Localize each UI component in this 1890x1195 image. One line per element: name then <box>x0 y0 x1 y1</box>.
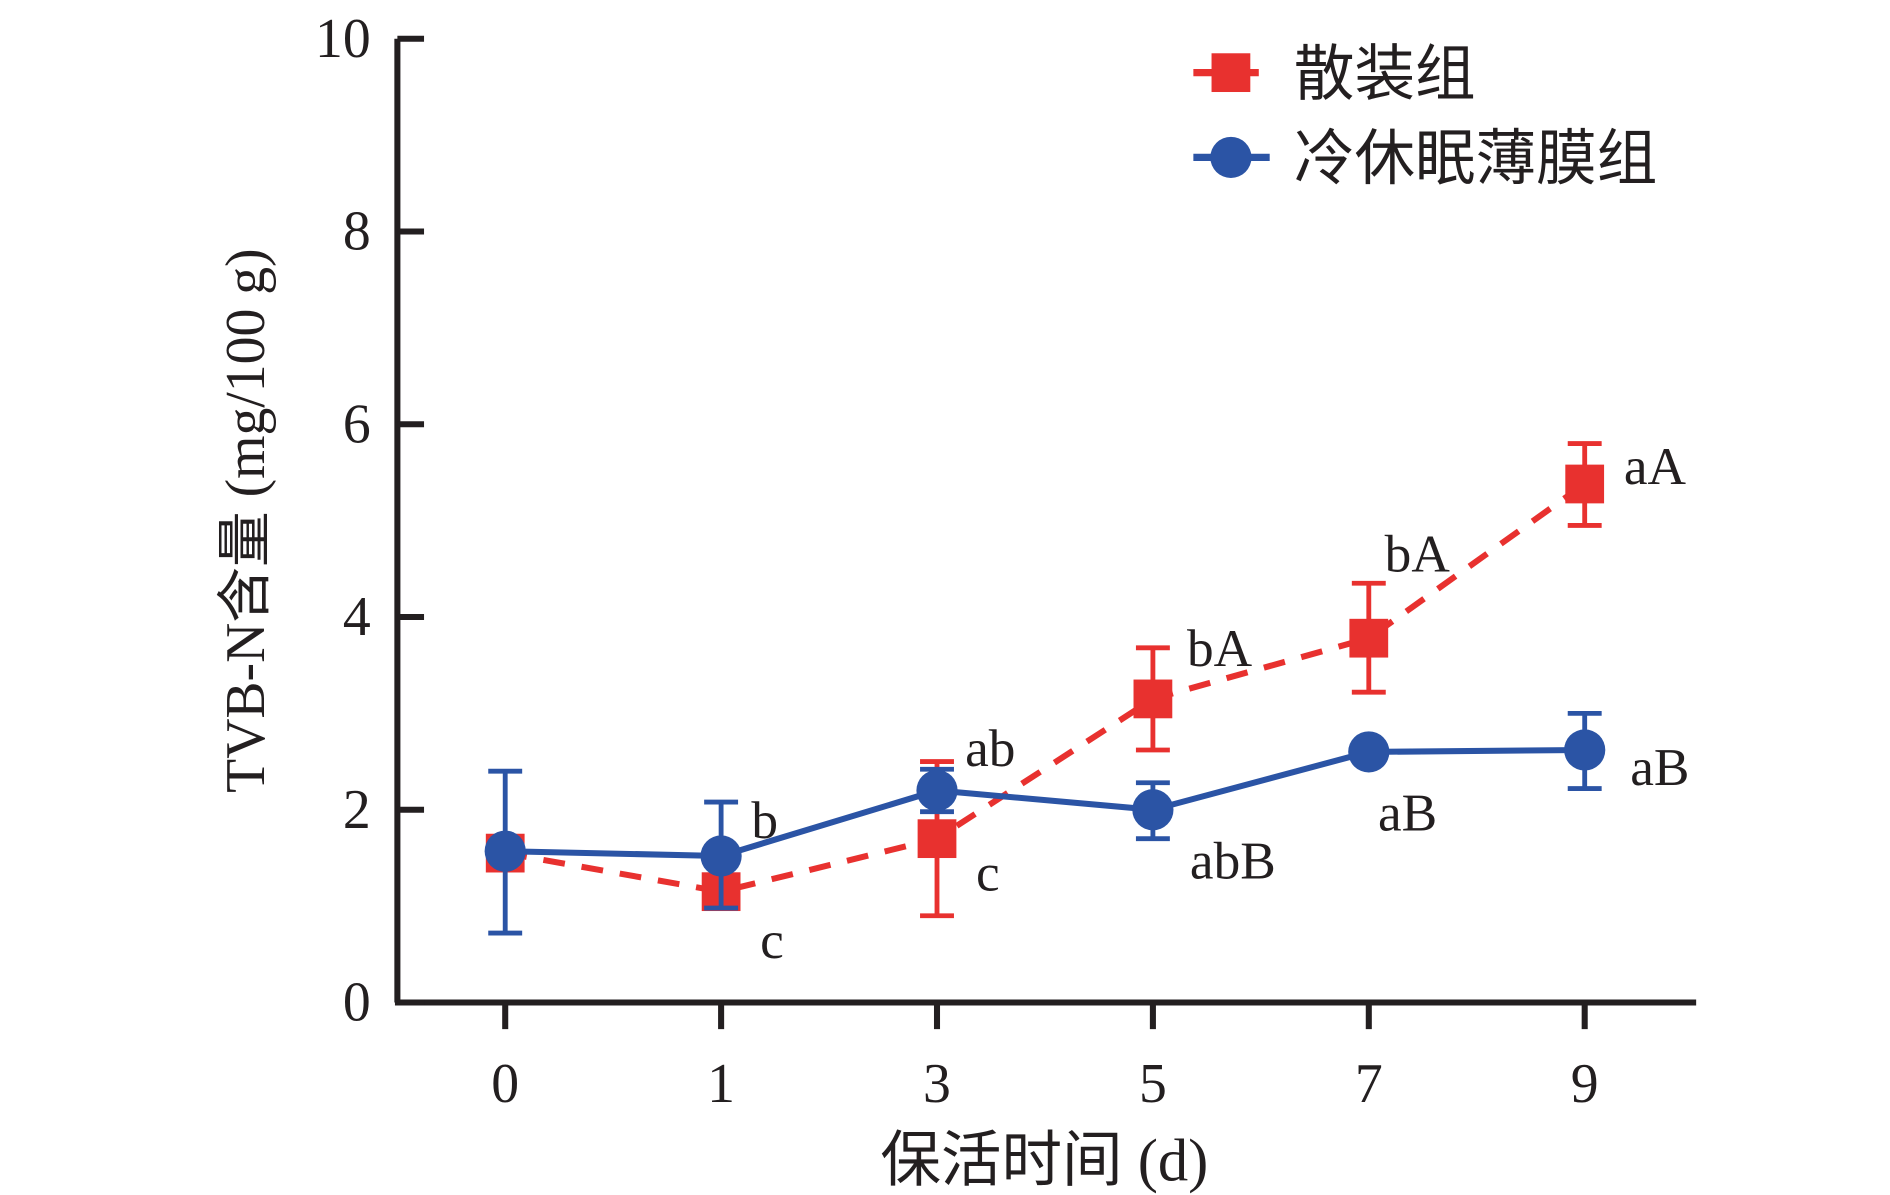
legend-label: 冷休眠薄膜组 <box>1294 126 1657 193</box>
legend-item-film: 冷休眠薄膜组 <box>1193 126 1657 193</box>
data-point-square <box>1133 679 1173 719</box>
x-tick-label: 5 <box>1139 1053 1167 1115</box>
x-axis-label: 保活时间 (d) <box>880 1127 1208 1194</box>
y-tick-label: 10 <box>315 8 371 70</box>
significance-label: bA <box>1187 619 1253 678</box>
significance-label: c <box>976 844 1000 903</box>
data-point-circle <box>916 769 958 812</box>
y-tick-label: 8 <box>343 201 371 263</box>
series-line <box>505 746 1585 860</box>
data-point-circle <box>700 835 742 877</box>
y-tick-label: 0 <box>343 972 371 1034</box>
legend-label: 散装组 <box>1294 41 1476 108</box>
series-layer: c c bA bA aA b ab abB aB aB <box>484 437 1689 970</box>
data-point-circle <box>484 830 526 872</box>
x-tick-label: 3 <box>923 1053 951 1115</box>
data-point-square <box>917 819 957 859</box>
legend-item-bulk: 散装组 <box>1193 41 1476 108</box>
significance-label: b <box>751 791 778 850</box>
y-tick-label: 6 <box>343 393 371 455</box>
x-tick-label: 7 <box>1355 1053 1383 1115</box>
y-axis-label: TVB-N含量 (mg/100 g) <box>215 248 277 792</box>
significance-label: abB <box>1190 832 1276 891</box>
significance-label: c <box>760 911 784 970</box>
significance-label: ab <box>965 719 1015 778</box>
x-tick-label: 1 <box>707 1053 735 1115</box>
x-tick-label: 9 <box>1571 1053 1599 1115</box>
data-point-circle <box>1348 731 1390 773</box>
significance-label: aB <box>1630 738 1689 797</box>
series-film: b ab abB aB aB <box>484 710 1689 936</box>
series-bulk: c c bA bA aA <box>485 437 1687 970</box>
significance-label: aA <box>1624 437 1687 496</box>
significance-label: bA <box>1385 525 1451 584</box>
data-point-square <box>1349 618 1389 658</box>
data-point-circle <box>1564 729 1606 771</box>
data-point-circle <box>1132 789 1174 831</box>
axes: 0 2 4 6 8 10 0 1 3 5 7 9 <box>315 8 1697 1115</box>
x-tick-label: 0 <box>491 1053 519 1115</box>
legend-circle-icon <box>1210 136 1252 178</box>
y-tick-label: 4 <box>343 586 371 648</box>
y-tick-label: 2 <box>343 779 371 841</box>
data-point-square <box>1565 464 1605 504</box>
legend-square-icon <box>1211 53 1251 93</box>
significance-label: aB <box>1378 784 1437 843</box>
